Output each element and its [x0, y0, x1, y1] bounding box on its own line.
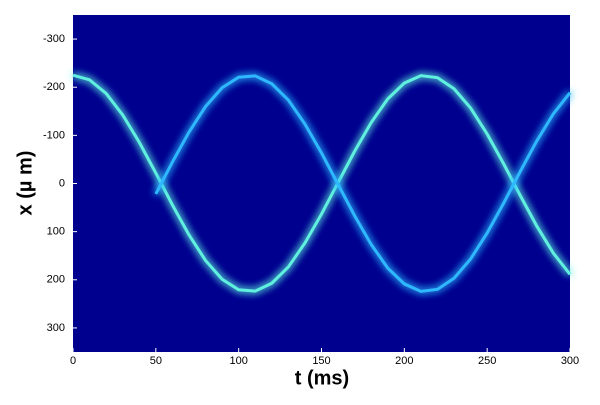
y-tick-label: -100 [43, 129, 65, 141]
y-tick-label: 300 [47, 322, 65, 334]
x-tick-label: 250 [478, 355, 496, 367]
x-tick-label: 200 [395, 355, 413, 367]
x-axis-label: t (ms) [295, 367, 349, 389]
y-tick-label: 0 [59, 177, 65, 189]
y-tick-label: 100 [47, 226, 65, 238]
y-tick-label: 200 [47, 274, 65, 286]
x-tick-label: 100 [229, 355, 247, 367]
trajectory [72, 73, 572, 293]
x-tick-label: 150 [312, 355, 330, 367]
x-tick-label: 50 [150, 355, 162, 367]
x-tick-label: 300 [561, 355, 579, 367]
y-tick-label: -300 [43, 33, 65, 45]
trajectory [154, 74, 572, 293]
plot-area [73, 15, 570, 352]
y-tick-label: -200 [43, 81, 65, 93]
x-tick-label: 0 [70, 355, 76, 367]
y-axis-label: x (µ m) [14, 151, 36, 216]
